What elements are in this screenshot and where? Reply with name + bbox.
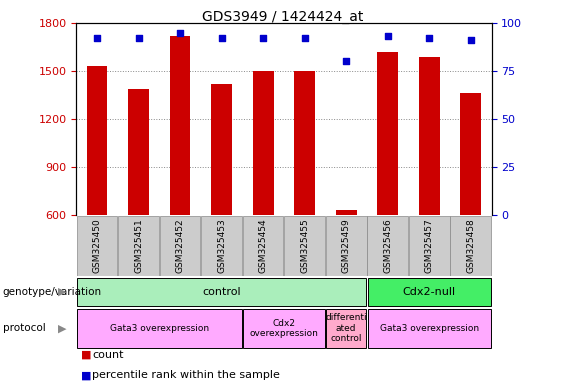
Text: control: control [202, 287, 241, 297]
Bar [211, 84, 232, 215]
Text: GSM325451: GSM325451 [134, 218, 143, 273]
Bar [294, 71, 315, 215]
Text: GSM325459: GSM325459 [342, 218, 351, 273]
Text: Gata3 overexpression: Gata3 overexpression [110, 324, 209, 333]
Text: GDS3949 / 1424424_at: GDS3949 / 1424424_at [202, 10, 363, 23]
Text: percentile rank within the sample: percentile rank within the sample [92, 370, 280, 381]
Text: GSM325454: GSM325454 [259, 218, 268, 273]
Bar [243, 309, 325, 348]
Text: protocol: protocol [3, 323, 46, 333]
Bar [243, 216, 284, 276]
Bar [326, 216, 367, 276]
Bar [253, 71, 273, 215]
Bar [367, 216, 408, 276]
Text: GSM325453: GSM325453 [217, 218, 226, 273]
Text: Gata3 overexpression: Gata3 overexpression [380, 324, 479, 333]
Bar [368, 278, 491, 306]
Text: ■: ■ [81, 370, 92, 381]
Text: GSM325457: GSM325457 [425, 218, 434, 273]
Text: count: count [92, 349, 124, 360]
Text: GSM325452: GSM325452 [176, 218, 185, 273]
Text: GSM325450: GSM325450 [93, 218, 102, 273]
Text: differenti
ated
control: differenti ated control [325, 313, 367, 343]
Point [176, 30, 185, 36]
Bar [160, 216, 201, 276]
Bar [201, 216, 242, 276]
Bar [77, 278, 366, 306]
Point [342, 58, 351, 65]
Bar [460, 93, 481, 215]
Text: genotype/variation: genotype/variation [3, 287, 102, 297]
Bar [170, 36, 190, 215]
Text: GSM325456: GSM325456 [383, 218, 392, 273]
Bar [336, 210, 357, 215]
Bar [284, 216, 325, 276]
Bar [450, 216, 491, 276]
Point [93, 35, 102, 41]
Point [134, 35, 143, 41]
Bar [326, 309, 366, 348]
Text: ■: ■ [81, 349, 92, 360]
Text: Cdx2-null: Cdx2-null [403, 287, 456, 297]
Text: ▶: ▶ [58, 287, 67, 297]
Bar [368, 309, 491, 348]
Bar [377, 52, 398, 215]
Bar [77, 216, 118, 276]
Bar [77, 309, 242, 348]
Point [259, 35, 268, 41]
Point [217, 35, 226, 41]
Text: GSM325455: GSM325455 [300, 218, 309, 273]
Text: GSM325458: GSM325458 [466, 218, 475, 273]
Text: Cdx2
overexpression: Cdx2 overexpression [250, 319, 318, 338]
Bar [409, 216, 450, 276]
Bar [86, 66, 107, 215]
Bar [128, 89, 149, 215]
Text: ▶: ▶ [58, 323, 67, 333]
Point [466, 37, 475, 43]
Point [300, 35, 309, 41]
Bar [118, 216, 159, 276]
Bar [419, 56, 440, 215]
Point [425, 35, 434, 41]
Point [383, 33, 392, 40]
